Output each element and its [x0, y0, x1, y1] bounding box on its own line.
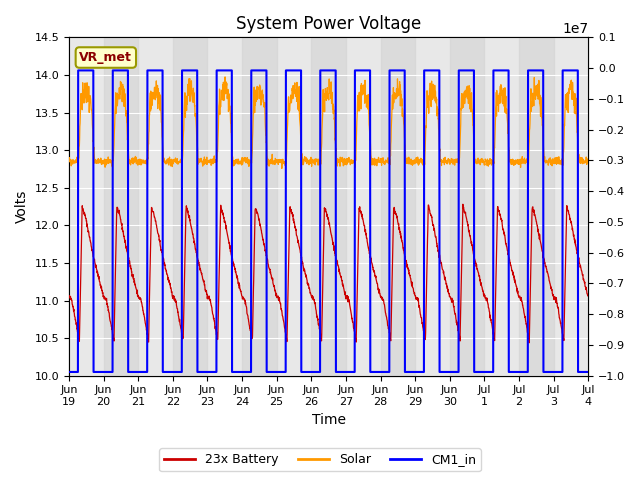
Bar [381, 37, 415, 376]
Bar [519, 37, 554, 376]
Y-axis label: Volts: Volts [15, 190, 29, 223]
Title: System Power Voltage: System Power Voltage [236, 15, 421, 33]
Bar [173, 37, 207, 376]
X-axis label: Time: Time [312, 413, 346, 427]
Text: VR_met: VR_met [79, 51, 132, 64]
Legend: 23x Battery, Solar, CM1_in: 23x Battery, Solar, CM1_in [159, 448, 481, 471]
Bar [242, 37, 276, 376]
Bar [450, 37, 484, 376]
Bar [104, 37, 138, 376]
Bar [311, 37, 346, 376]
